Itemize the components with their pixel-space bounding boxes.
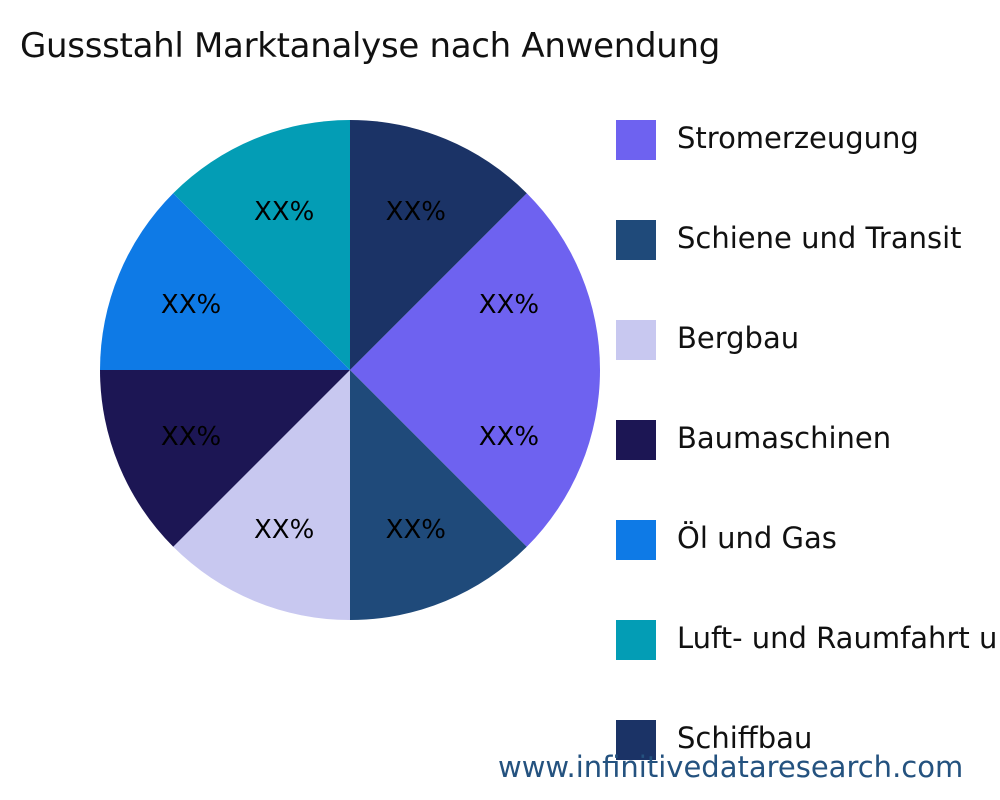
legend-label: Baumaschinen [677,421,892,455]
pie-slice-4[interactable] [100,370,350,547]
slice-data-label: XX% [479,290,539,320]
pie-slices [100,120,600,620]
pie-slice-6[interactable] [173,120,350,370]
legend-swatch [616,520,656,560]
legend-label: Stromerzeugung [677,121,919,155]
legend-swatch [616,720,656,760]
legend-swatch [616,320,656,360]
pie-slice-2[interactable] [350,370,527,620]
chart-title: Gussstahl Marktanalyse nach Anwendung [20,26,721,66]
slice-data-label: XX% [161,422,221,452]
legend-label: Schiffbau [677,721,813,755]
legend-label: Luft- und Raumfahrt u [677,621,998,655]
legend-label: Öl und Gas [677,521,837,555]
watermark-url[interactable]: www.infinitivedataresearch.com [498,750,964,784]
pie-slice-3[interactable] [173,370,350,620]
slice-data-label: XX% [386,515,446,545]
pie-slice-7[interactable] [350,120,527,370]
legend-swatch [616,120,656,160]
slice-data-label: XX% [386,197,446,227]
legend-swatch [616,220,656,260]
pie-slice-1[interactable] [350,193,600,547]
pie-chart: XX% XX% XX% XX% XX% XX% XX% XX% [100,120,600,620]
legend-label: Bergbau [677,321,800,355]
pie-data-labels: XX% XX% XX% XX% XX% XX% XX% XX% [161,197,539,545]
slice-data-label: XX% [254,197,314,227]
legend-swatch [616,620,656,660]
legend-label: Schiene und Transit [677,221,962,255]
slice-data-label: XX% [161,290,221,320]
legend-swatch [616,420,656,460]
slice-data-label: XX% [479,422,539,452]
pie-slice-5[interactable] [100,193,350,370]
slice-data-label: XX% [254,515,314,545]
